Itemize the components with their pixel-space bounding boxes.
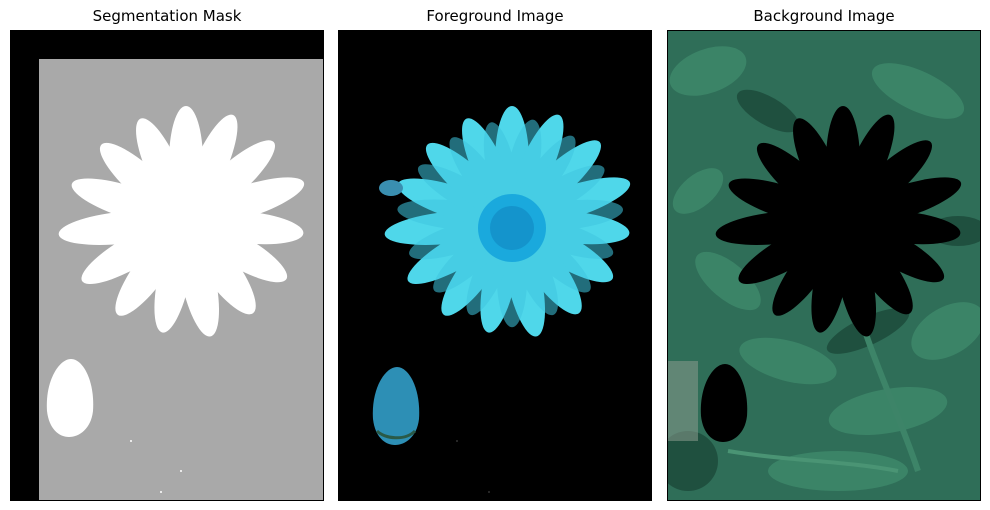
background-image [667, 30, 981, 501]
panel-title: Foreground Image [426, 7, 564, 25]
foreground-image-panel: Foreground Image [338, 0, 652, 510]
background-image-panel: Background Image [667, 0, 981, 510]
segmentation-mask-image [10, 30, 324, 501]
panel-title: Background Image [753, 7, 895, 25]
segmentation-mask-panel: Segmentation Mask [10, 0, 324, 510]
panel-title: Segmentation Mask [92, 7, 242, 25]
foreground-image [338, 30, 652, 501]
